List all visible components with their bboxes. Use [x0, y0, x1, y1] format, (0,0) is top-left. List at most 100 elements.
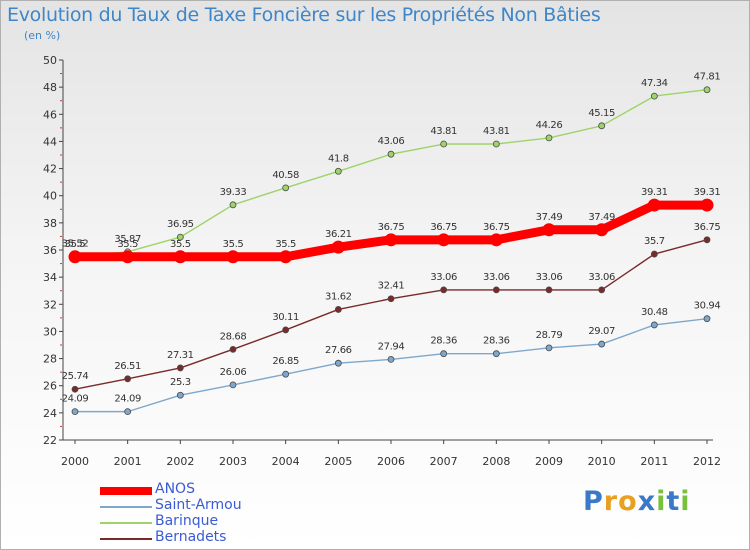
- data-label: 25.74: [62, 371, 89, 382]
- data-label: 39.31: [641, 187, 668, 198]
- data-label: 35.52: [62, 239, 89, 250]
- logo-letter: P: [583, 486, 604, 517]
- y-tick-label: 38: [43, 217, 57, 230]
- data-point-saint-armou: [176, 391, 184, 399]
- data-label: 41.8: [328, 153, 349, 164]
- data-point-saint-armou: [334, 359, 342, 367]
- x-tick-label: 2000: [61, 455, 89, 468]
- y-tick-label: 50: [43, 54, 57, 67]
- data-point-barinque: [229, 201, 237, 209]
- logo-letter: r: [603, 486, 619, 517]
- data-label: 35.5: [223, 239, 244, 250]
- data-label: 27.94: [378, 341, 405, 352]
- data-point-anos: [226, 250, 240, 264]
- y-tick-label: 36: [43, 244, 57, 257]
- data-point-anos: [647, 198, 661, 212]
- legend-item-anos[interactable]: ANOS: [100, 481, 320, 499]
- data-label: 39.33: [220, 187, 247, 198]
- legend-swatch: [100, 538, 152, 540]
- data-label: 33.06: [536, 272, 563, 283]
- data-label: 36.95: [167, 219, 194, 230]
- series-line-bernadets: [74, 239, 708, 390]
- logo-letter: o: [618, 486, 638, 517]
- data-label: 33.06: [483, 272, 510, 283]
- data-point-saint-armou: [650, 321, 658, 329]
- data-point-barinque: [334, 167, 342, 175]
- data-point-bernadets: [229, 345, 237, 353]
- data-label: 39.31: [694, 187, 721, 198]
- data-label: 33.06: [430, 272, 457, 283]
- data-label: 35.5: [117, 239, 138, 250]
- x-tick-label: 2003: [219, 455, 247, 468]
- x-tick-label: 2010: [588, 455, 616, 468]
- data-label: 28.36: [483, 336, 510, 347]
- data-point-saint-armou: [282, 370, 290, 378]
- data-point-barinque: [545, 134, 553, 142]
- data-label: 35.5: [275, 239, 296, 250]
- legend-item-bernadets[interactable]: Bernadets: [100, 529, 320, 547]
- legend-item-barinque[interactable]: Barinque: [100, 513, 320, 531]
- data-label: 36.75: [378, 222, 405, 233]
- proxiti-logo: Proxiti: [583, 486, 691, 517]
- data-label: 28.79: [536, 330, 563, 341]
- data-label: 36.75: [430, 222, 457, 233]
- legend-label: Barinque: [155, 513, 219, 529]
- data-point-barinque: [440, 140, 448, 148]
- data-label: 30.11: [272, 312, 299, 323]
- data-point-anos: [121, 250, 135, 264]
- data-label: 35.5: [170, 239, 191, 250]
- legend-swatch: [100, 506, 152, 508]
- x-tick-label: 2011: [640, 455, 668, 468]
- data-point-saint-armou: [703, 315, 711, 323]
- legend-swatch: [100, 487, 152, 495]
- y-tick-label: 24: [43, 407, 57, 420]
- data-label: 43.81: [430, 126, 457, 137]
- data-label: 24.09: [62, 394, 89, 405]
- x-tick-label: 2012: [693, 455, 721, 468]
- data-point-saint-armou: [545, 344, 553, 352]
- x-tick-label: 2001: [114, 455, 142, 468]
- data-label: 27.66: [325, 345, 352, 356]
- legend-label: Saint-Armou: [155, 497, 242, 513]
- data-label: 47.34: [641, 78, 668, 89]
- x-tick-label: 2007: [430, 455, 458, 468]
- logo-letter: i: [680, 486, 691, 517]
- data-label: 26.06: [220, 367, 247, 378]
- data-label: 43.06: [378, 136, 405, 147]
- data-point-anos: [173, 250, 187, 264]
- legend-item-saint-armou[interactable]: Saint-Armou: [100, 497, 320, 515]
- data-point-anos: [542, 223, 556, 237]
- data-point-bernadets: [598, 286, 606, 294]
- data-label: 35.5: [65, 239, 86, 250]
- y-tick-label: 22: [43, 434, 57, 447]
- x-tick-label: 2006: [377, 455, 405, 468]
- x-tick-label: 2005: [324, 455, 352, 468]
- data-point-anos: [595, 223, 609, 237]
- data-point-anos: [384, 233, 398, 247]
- data-label: 25.3: [170, 377, 191, 388]
- chart-title: Evolution du Taux de Taxe Foncière sur l…: [7, 4, 601, 26]
- data-point-bernadets: [492, 286, 500, 294]
- data-point-bernadets: [545, 286, 553, 294]
- data-point-anos: [437, 233, 451, 247]
- x-tick-label: 2002: [166, 455, 194, 468]
- data-point-bernadets: [650, 250, 658, 258]
- data-label: 47.81: [694, 72, 721, 83]
- data-label: 26.85: [272, 356, 299, 367]
- data-label: 36.75: [694, 222, 721, 233]
- data-point-barinque: [598, 122, 606, 130]
- y-tick-label: 48: [43, 81, 57, 94]
- legend-label: ANOS: [155, 481, 195, 497]
- data-label: 43.81: [483, 126, 510, 137]
- data-point-bernadets: [440, 286, 448, 294]
- data-point-saint-armou: [440, 350, 448, 358]
- x-tick-label: 2008: [482, 455, 510, 468]
- data-point-barinque: [387, 150, 395, 158]
- y-tick-label: 28: [43, 353, 57, 366]
- data-label: 44.26: [536, 120, 563, 131]
- data-point-bernadets: [176, 364, 184, 372]
- data-point-saint-armou: [71, 408, 79, 416]
- logo-letter: x: [637, 486, 657, 517]
